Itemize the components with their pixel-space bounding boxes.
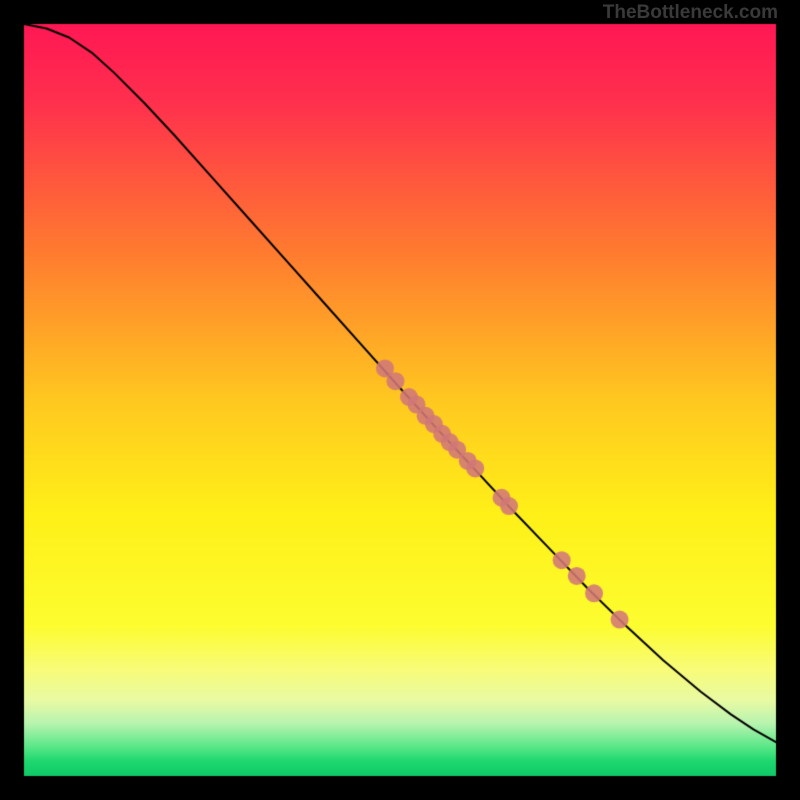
watermark-text: TheBottleneck.com <box>603 2 778 24</box>
bottleneck-chart <box>0 0 800 800</box>
